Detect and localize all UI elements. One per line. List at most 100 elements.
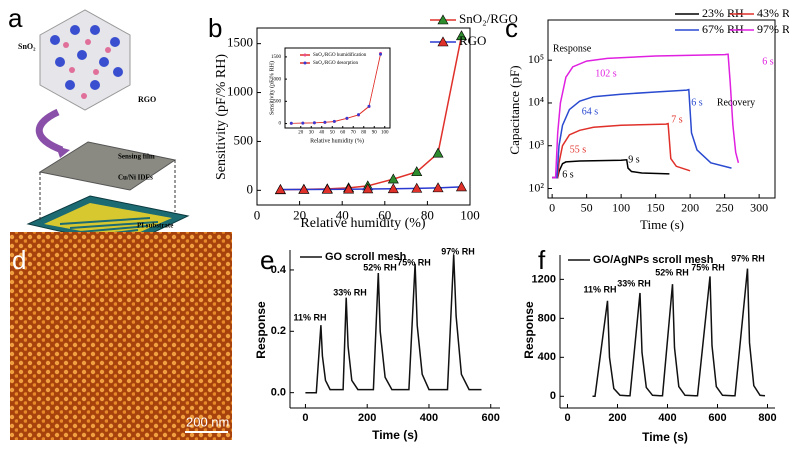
annotation: 11% RH [293, 312, 326, 322]
y-tick-label: 1500 [227, 35, 253, 50]
x-tick-label: 600 [708, 412, 726, 424]
legend-label: GO/AgNPs scroll mesh [593, 254, 714, 266]
y-tick-label: 10² [528, 180, 544, 194]
series-line [552, 122, 691, 179]
x-tick-label: 90 [372, 131, 378, 136]
label: PI substrate [137, 222, 173, 230]
x-tick-label: 40 [319, 131, 325, 136]
annotation: 97% RH [731, 253, 765, 263]
x-tick-label: 600 [482, 412, 500, 424]
arrow-head [56, 146, 70, 158]
marker [303, 53, 307, 57]
annotation: 64 s [582, 106, 599, 117]
marker [432, 147, 444, 158]
y-axis-label: Sensitivity (pF/% RH) [268, 61, 275, 115]
y-tick-label: 1500 [271, 55, 282, 60]
x-tick-label: 150 [647, 201, 665, 215]
legend-label: SnO₂/RGO [459, 11, 518, 26]
x-axis-label: Time (s) [372, 428, 418, 442]
x-tick-label: 80 [361, 131, 367, 136]
marker [312, 121, 316, 125]
annotation: 75% RH [397, 257, 431, 267]
y-tick-label: 1200 [532, 273, 556, 285]
y-tick-label: 500 [274, 99, 282, 104]
x-tick-label: 0 [564, 412, 570, 424]
marker [323, 120, 327, 124]
rgo-particles [63, 39, 111, 99]
plot-frame [256, 27, 471, 206]
y-tick-label: 1000 [227, 84, 253, 99]
annotation: 97% RH [441, 246, 475, 256]
y-tick-label: 10⁵ [528, 52, 544, 66]
x-tick-label: 50 [581, 201, 593, 215]
series-line [552, 88, 732, 179]
annotation: 7 s [671, 114, 683, 125]
annotation: 33% RH [333, 287, 367, 297]
annotation: 6 s [691, 97, 703, 108]
label: Cu/Ni IDEs [118, 174, 153, 182]
annotation: 75% RH [691, 262, 725, 272]
label: SnO₂ [18, 42, 36, 51]
label: Sensing film [118, 153, 155, 161]
marker [387, 183, 399, 194]
x-tick-label: 100 [381, 131, 389, 136]
x-tick-label: 0 [254, 208, 261, 223]
sno2-particles [50, 25, 123, 90]
annotation: 6 s [762, 56, 774, 67]
marker [357, 113, 360, 117]
panel-label: d [12, 245, 26, 275]
marker [298, 183, 310, 194]
y-tick-label: 10⁴ [528, 95, 544, 109]
y-tick-label: 0 [550, 390, 556, 402]
panel-label: e [260, 245, 274, 275]
x-tick-label: 250 [716, 201, 734, 215]
marker [301, 121, 305, 125]
marker [343, 183, 355, 194]
annotation: 52% RH [655, 267, 689, 277]
annotation: Response [553, 43, 592, 54]
x-tick-label: 200 [608, 412, 626, 424]
y-tick-label: 800 [538, 312, 556, 324]
legend-label: RGO [459, 33, 486, 48]
y-tick-label: 0.4 [271, 264, 287, 276]
x-tick-label: 20 [293, 208, 306, 223]
panel-label: c [505, 13, 518, 43]
afm-image: 200 nm d [10, 232, 232, 440]
marker [332, 119, 336, 123]
panel-label: f [538, 245, 546, 275]
x-tick-label: 200 [681, 201, 699, 215]
x-tick-label: 400 [658, 412, 676, 424]
annotation: 52% RH [363, 262, 397, 272]
marker [379, 52, 383, 56]
legend-label: SnO₂/RGO humidification [313, 53, 367, 58]
annotation: 11% RH [583, 284, 616, 294]
y-tick-label: 0.2 [271, 325, 286, 337]
x-tick-label: 50 [330, 131, 336, 136]
legend-label: 43% RH [757, 6, 789, 20]
y-tick-label: 0.0 [271, 387, 286, 399]
electrode-gaps [59, 217, 159, 237]
marker [367, 104, 371, 108]
y-tick-label: 10³ [528, 137, 544, 151]
x-tick-label: 100 [460, 208, 480, 223]
x-tick-label: 70 [351, 131, 357, 136]
x-axis-label: Time (s) [640, 217, 684, 232]
plot-frame [547, 19, 776, 199]
marker [411, 182, 423, 193]
series-line [305, 254, 482, 394]
legend-label: 97% RH [757, 22, 789, 36]
marker [289, 121, 293, 125]
y-tick-label: 1000 [271, 77, 282, 82]
x-axis-label: Relative humidity (%) [310, 137, 364, 144]
sensing-film [38, 141, 177, 191]
annotation: 9 s [628, 154, 640, 165]
marker [455, 30, 467, 41]
annotation: Recovery [717, 97, 755, 108]
legend-label: GO scroll mesh [325, 251, 407, 263]
marker [455, 181, 467, 192]
legend-label: SnO₂/RGO desorption [313, 61, 358, 66]
annotation: 33% RH [617, 278, 651, 288]
marker [437, 36, 449, 47]
plot-frame [284, 47, 391, 129]
